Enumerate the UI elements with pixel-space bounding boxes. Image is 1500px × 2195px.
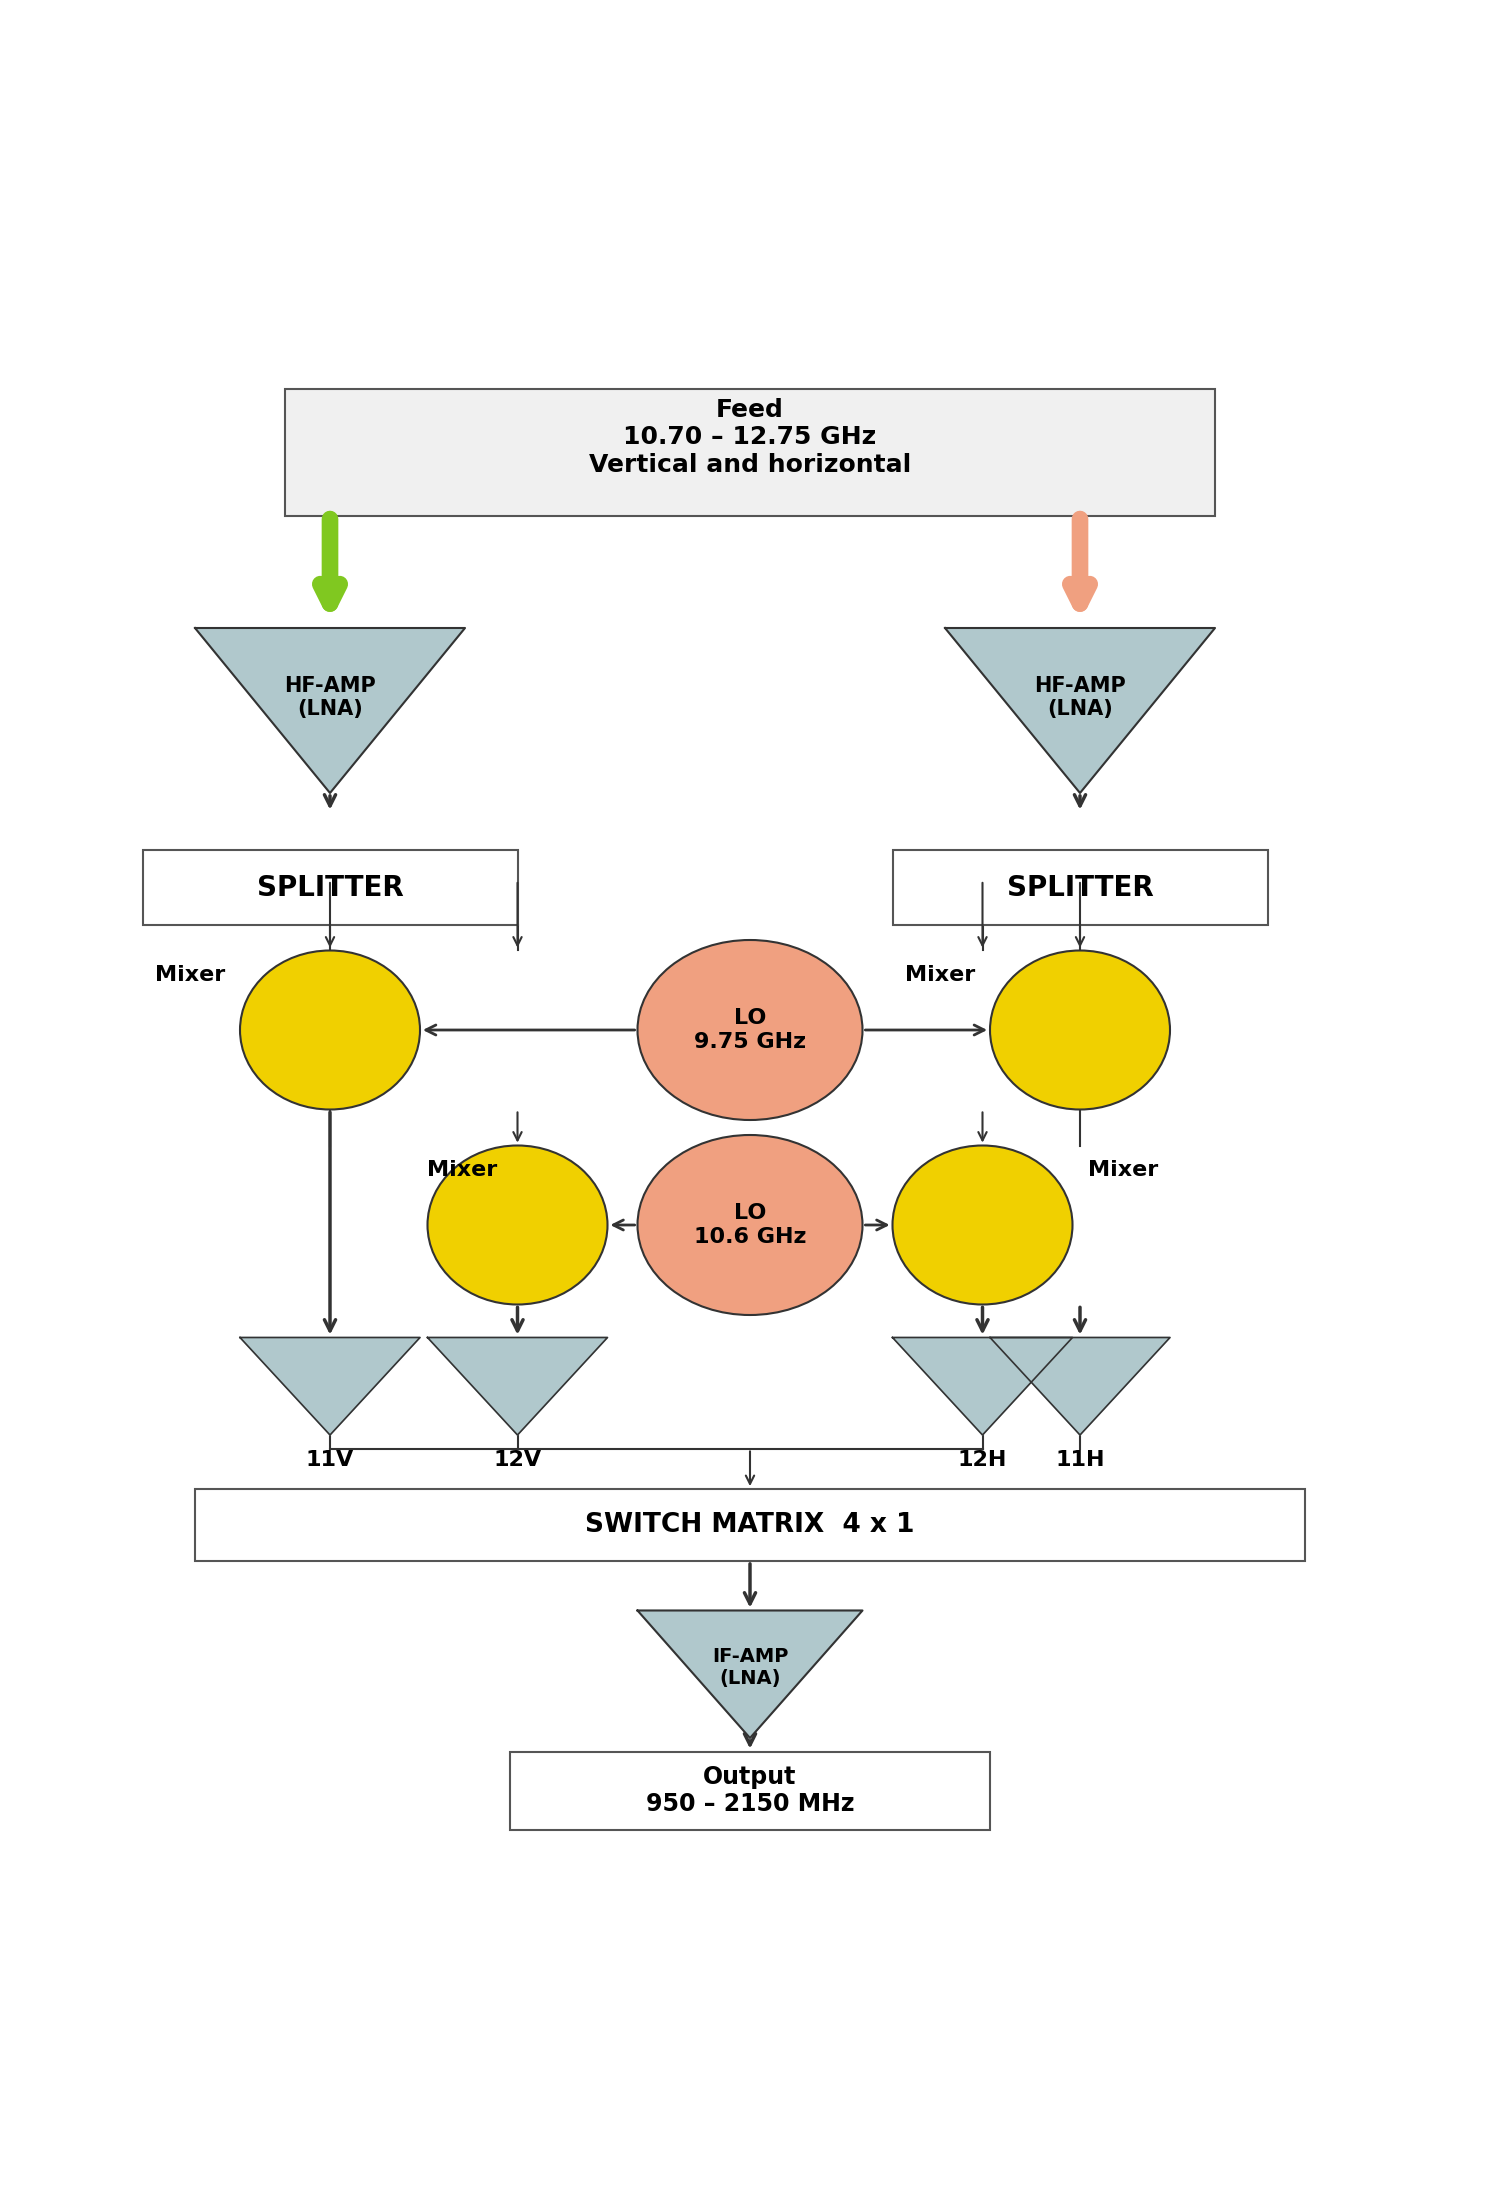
Polygon shape [892,1337,1072,1436]
Polygon shape [638,1611,862,1738]
Text: Mixer: Mixer [427,1161,498,1181]
Ellipse shape [638,939,862,1119]
Text: 12V: 12V [494,1451,542,1471]
Text: Mixer: Mixer [154,966,225,986]
Polygon shape [427,1337,608,1436]
Text: LO
9.75 GHz: LO 9.75 GHz [694,1008,806,1051]
Ellipse shape [638,1135,862,1315]
FancyBboxPatch shape [142,849,518,924]
Text: 11H: 11H [1056,1451,1104,1471]
FancyBboxPatch shape [510,1752,990,1828]
Text: IF-AMP
(LNA): IF-AMP (LNA) [712,1648,788,1688]
FancyBboxPatch shape [285,389,1215,516]
FancyBboxPatch shape [892,849,1268,924]
Text: Output
950 – 2150 MHz: Output 950 – 2150 MHz [645,1765,855,1817]
Polygon shape [240,1337,420,1436]
Text: HF-AMP
(LNA): HF-AMP (LNA) [1034,676,1126,720]
Polygon shape [990,1337,1170,1436]
Text: 11V: 11V [306,1451,354,1471]
Text: HF-AMP
(LNA): HF-AMP (LNA) [284,676,376,720]
Ellipse shape [892,1146,1072,1304]
Text: Mixer: Mixer [904,966,975,986]
Text: 12H: 12H [958,1451,1006,1471]
Polygon shape [195,628,465,792]
Text: LO
10.6 GHz: LO 10.6 GHz [693,1203,807,1247]
FancyBboxPatch shape [195,1488,1305,1561]
Polygon shape [945,628,1215,792]
Text: Mixer: Mixer [1088,1161,1158,1181]
Text: SPLITTER: SPLITTER [256,874,404,902]
Text: Feed
10.70 – 12.75 GHz
Vertical and horizontal: Feed 10.70 – 12.75 GHz Vertical and hori… [590,397,910,476]
Text: SWITCH MATRIX  4 x 1: SWITCH MATRIX 4 x 1 [585,1512,915,1539]
Ellipse shape [990,950,1170,1108]
Ellipse shape [427,1146,608,1304]
Ellipse shape [240,950,420,1108]
Text: SPLITTER: SPLITTER [1007,874,1154,902]
